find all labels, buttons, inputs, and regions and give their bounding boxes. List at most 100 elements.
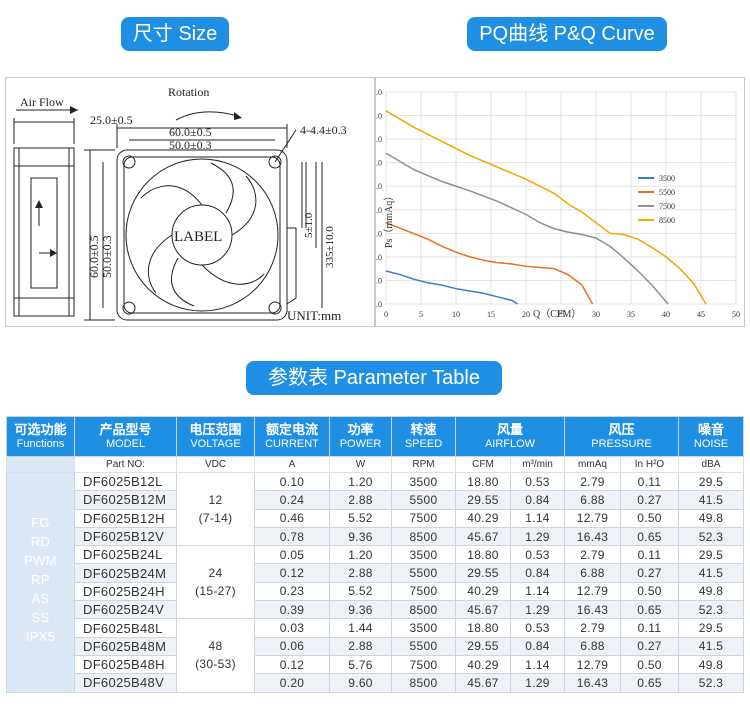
function-item: IPX5 [25,629,56,644]
height-hole-dimension: 50.0±0.3 [100,235,114,278]
value-cell: 9.60 [329,673,392,693]
value-cell: 1.20 [329,545,392,565]
header-zh-label: 可选功能 [14,421,67,437]
chart-x-tick-label: 10 [452,310,460,319]
header-en-label: PRESSURE [591,437,652,450]
part-number-cell: DF6025B24H [74,581,177,602]
chart-y-tick-label: 4.0 [376,253,382,262]
table-row: DF6025B12M 0.24 2.88 5500 29.55 0.84 6.88 0.27 4… [7,490,744,510]
legend-label: 8500 [659,216,675,225]
value-cell: 6.88 [564,563,621,583]
value-cell: 16.43 [564,526,621,547]
unit-cell: A [254,456,330,473]
unit-label: UNIT:mm [287,308,341,323]
functions-cell: FG RD PWM RP AS SS IPX5 [6,472,75,693]
parameter-table: 可选功能 Functions 产品型号 MODEL 电压范围 VOLTAGE 额定电流 CUR… [6,416,744,693]
pq-chart-panel: 0 5 10 15 20 25 30 35 40 45 50 0.0 2.0 4.0 6.0 8.0 10.0 1… [368,77,745,327]
table-row: DF6025B24V 0.39 9.36 8500 45.67 1.29 16.43 0.65… [7,600,744,620]
voltage-cell: 24 (15-27) [176,545,255,620]
unit-cell: dBA [678,456,744,473]
value-cell: 5.76 [329,654,392,675]
value-cell: 0.06 [254,636,330,656]
value-cell: 40.29 [455,508,511,528]
value-cell: 0.11 [620,618,679,638]
chart-x-tick-label: 20 [522,310,530,319]
function-item: PWM [24,553,57,568]
value-cell: 0.53 [510,545,565,565]
header-en-label: VOLTAGE [190,437,241,450]
part-number-cell: DF6025B12V [74,526,177,547]
chart-y-tick-label: 14.0 [376,135,382,144]
table-row: DF6025B48H 0.12 5.76 7500 40.29 1.14 12.79 0.50… [7,654,744,675]
fan-dimension-drawing: Air Flow Rotation 25.0±0.5 60.0±0.5 50.0… [13,85,347,323]
header-zh-label: 风量 [496,421,523,437]
value-cell: 6.88 [564,490,621,510]
value-cell: 0.03 [254,618,330,638]
header-en-label: NOISE [693,437,729,450]
voltage-range: (30-53) [195,657,236,672]
value-cell: 0.11 [620,471,679,492]
lead-strip-dimension: 5±1.0 [303,212,315,238]
value-cell: 0.50 [620,508,679,528]
table-header-cell: 额定电流 CURRENT [254,416,330,457]
air-flow-label: Air Flow [20,95,64,109]
depth-dimension: 25.0±0.5 [90,113,133,127]
table-header-cell: 产品型号 MODEL [74,416,177,457]
chart-x-tick-label: 40 [662,310,670,319]
voltage-value: 12 [208,493,223,508]
series-line-5500 [385,222,594,305]
value-cell: 0.27 [620,636,679,656]
chart-y-tick-label: 10.0 [376,182,382,191]
value-cell: 2.79 [564,545,621,565]
table-header-cell: 转速 SPEED [391,416,456,457]
chart-y-axis-label: Ps（mmAq） [383,191,395,248]
value-cell: 0.65 [620,673,679,693]
height-outer-dimension: 60.0±0.5 [87,235,101,278]
value-cell: 18.80 [455,545,511,565]
value-cell: 12.79 [564,508,621,528]
value-cell: 16.43 [564,600,621,620]
table-header-cell: 噪音 NOISE [678,416,744,457]
value-cell: 16.43 [564,673,621,693]
value-cell: 0.39 [254,600,330,620]
value-cell: 0.27 [620,490,679,510]
value-cell: 1.14 [510,508,565,528]
value-cell: 5500 [391,490,456,510]
rotation-label: Rotation [168,85,209,99]
value-cell: 29.5 [678,545,744,565]
value-cell: 45.67 [455,673,511,693]
lead-length-dimension: 335±10.0 [324,226,336,268]
value-cell: 5.52 [329,581,392,602]
table-row: FG RD PWM RP AS SS IPX5 DF6025B12L 12 (7-14) 0.10 1… [6,471,744,693]
value-cell: 29.55 [455,636,511,656]
chart-x-tick-label: 0 [384,310,388,319]
chart-x-axis-label: Q（CFM） [533,308,581,320]
header-en-label: MODEL [105,437,146,450]
value-cell: 0.27 [620,563,679,583]
function-item: RP [31,572,50,587]
value-cell: 0.05 [254,545,330,565]
size-section-header: 尺寸 Size [121,17,229,51]
unit-cell: W [329,456,392,473]
value-cell: 3500 [391,618,456,638]
value-cell: 1.29 [510,673,565,693]
value-cell: 3500 [391,545,456,565]
part-number-cell: DF6025B24L [74,545,177,565]
value-cell: 9.36 [329,526,392,547]
value-cell: 6.88 [564,636,621,656]
value-cell: 12.79 [564,654,621,675]
value-cell: 49.8 [678,654,744,675]
value-cell: 49.8 [678,508,744,528]
value-cell: 0.78 [254,526,330,547]
fan-label-text: LABEL [174,229,222,245]
value-cell: 7500 [391,508,456,528]
value-cell: 0.12 [254,654,330,675]
value-cell: 40.29 [455,654,511,675]
header-zh-label: 额定电流 [265,421,318,437]
value-cell: 1.14 [510,654,565,675]
unit-cell: RPM [391,456,456,473]
value-cell: 45.67 [455,526,511,547]
value-cell: 12.79 [564,581,621,602]
chart-x-tick-label: 5 [419,310,423,319]
part-number-cell: DF6025B48M [74,636,177,656]
